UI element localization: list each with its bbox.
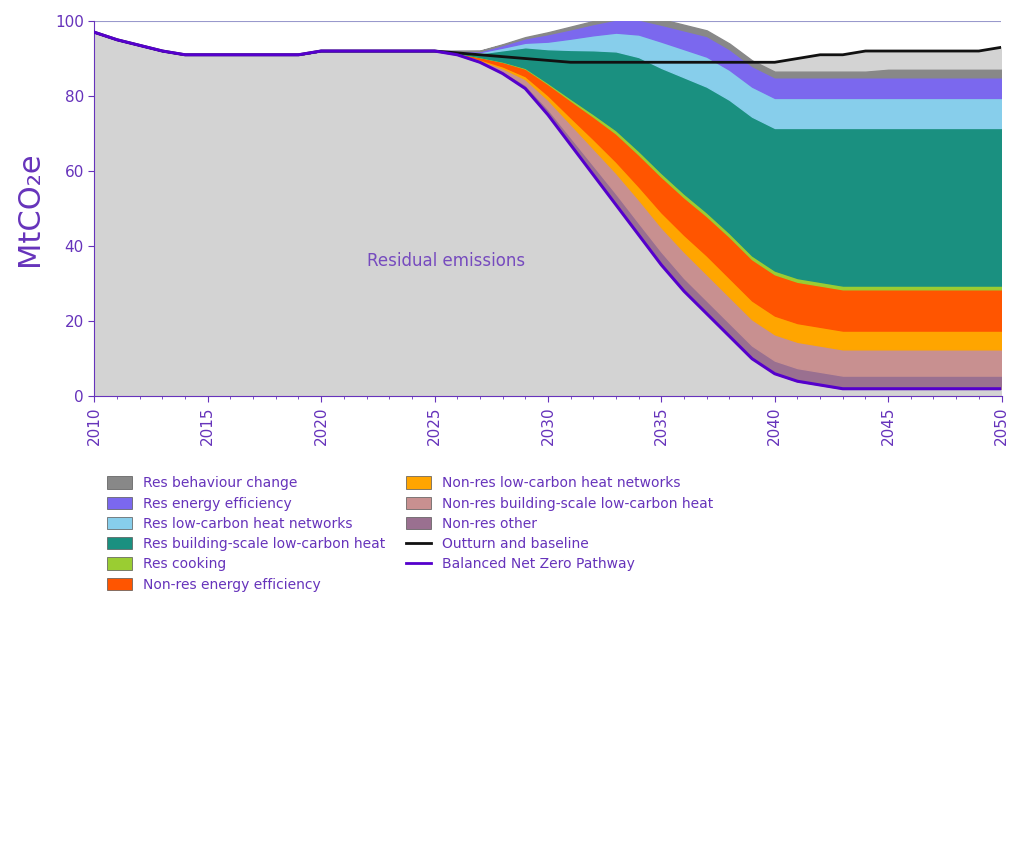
Y-axis label: MtCO₂e: MtCO₂e [15, 151, 44, 266]
Text: Residual emissions: Residual emissions [367, 252, 524, 270]
Legend: Res behaviour change, Res energy efficiency, Res low-carbon heat networks, Res b: Res behaviour change, Res energy efficie… [101, 470, 719, 597]
